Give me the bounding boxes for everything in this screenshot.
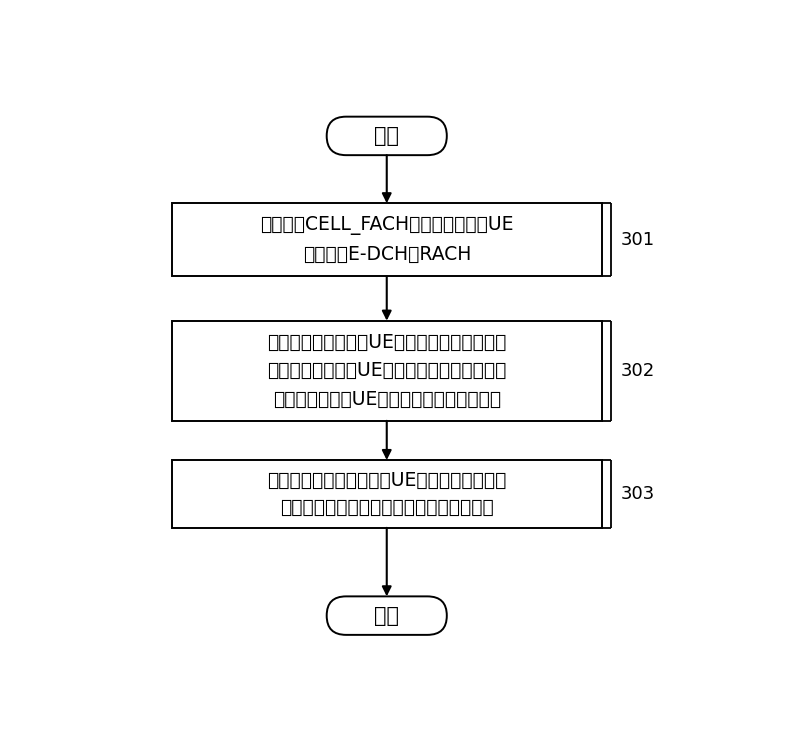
- Text: 预先设置CELL_FACH状态下的增强型UE: 预先设置CELL_FACH状态下的增强型UE: [260, 216, 514, 234]
- Text: 达速率和缓存量周期性地选择上行传输信道: 达速率和缓存量周期性地选择上行传输信道: [280, 498, 494, 517]
- Text: 301: 301: [621, 231, 654, 249]
- FancyBboxPatch shape: [172, 320, 602, 421]
- Text: 在业务进行当中，增强型UE根据所述业务的到: 在业务进行当中，增强型UE根据所述业务的到: [267, 471, 506, 490]
- Text: 级为所述增强型UE选择并配置上行传输信道: 级为所述增强型UE选择并配置上行传输信道: [273, 390, 501, 409]
- Text: 侧根据所述增强型UE的业务的保证速率和优先: 侧根据所述增强型UE的业务的保证速率和优先: [267, 361, 506, 380]
- FancyBboxPatch shape: [326, 117, 447, 155]
- Text: 开始: 开始: [374, 126, 399, 146]
- Text: 同时支持E-DCH和RACH: 同时支持E-DCH和RACH: [302, 245, 471, 264]
- FancyBboxPatch shape: [172, 460, 602, 528]
- Text: 当需要为所述增强型UE进行信道配置时，网络: 当需要为所述增强型UE进行信道配置时，网络: [267, 333, 506, 351]
- FancyBboxPatch shape: [326, 596, 447, 635]
- Text: 结束: 结束: [374, 605, 399, 626]
- FancyBboxPatch shape: [172, 204, 602, 277]
- Text: 302: 302: [621, 362, 654, 380]
- Text: 303: 303: [621, 485, 654, 503]
